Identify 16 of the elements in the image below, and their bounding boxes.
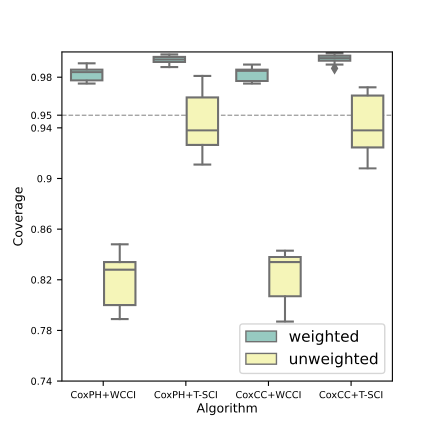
y-tick-label: 0.82 xyxy=(31,276,52,284)
x-tick-label: CoxCC+WCCI xyxy=(236,390,300,398)
x-tick-label: CoxPH+T-SCI xyxy=(154,390,217,398)
y-tick-label: 0.74 xyxy=(31,378,52,385)
y-tick-label: 0.78 xyxy=(31,326,52,334)
x-tick-label: CoxPH+WCCI xyxy=(70,390,136,398)
y-tick-label: 0.94 xyxy=(31,124,52,132)
y-tick-label: 0.98 xyxy=(31,74,52,82)
y-tick-label: 0.95 xyxy=(31,112,52,120)
x-tick-label: CoxCC+T-SCI xyxy=(319,390,382,398)
x-axis-title: Algorithm xyxy=(196,402,257,416)
legend-label: weighted xyxy=(289,330,358,345)
y-tick-label: 0.86 xyxy=(31,226,52,233)
legend-label: unweighted xyxy=(290,352,378,368)
y-tick-label: 0.9 xyxy=(37,174,52,182)
y-axis-title: Coverage xyxy=(13,187,25,246)
